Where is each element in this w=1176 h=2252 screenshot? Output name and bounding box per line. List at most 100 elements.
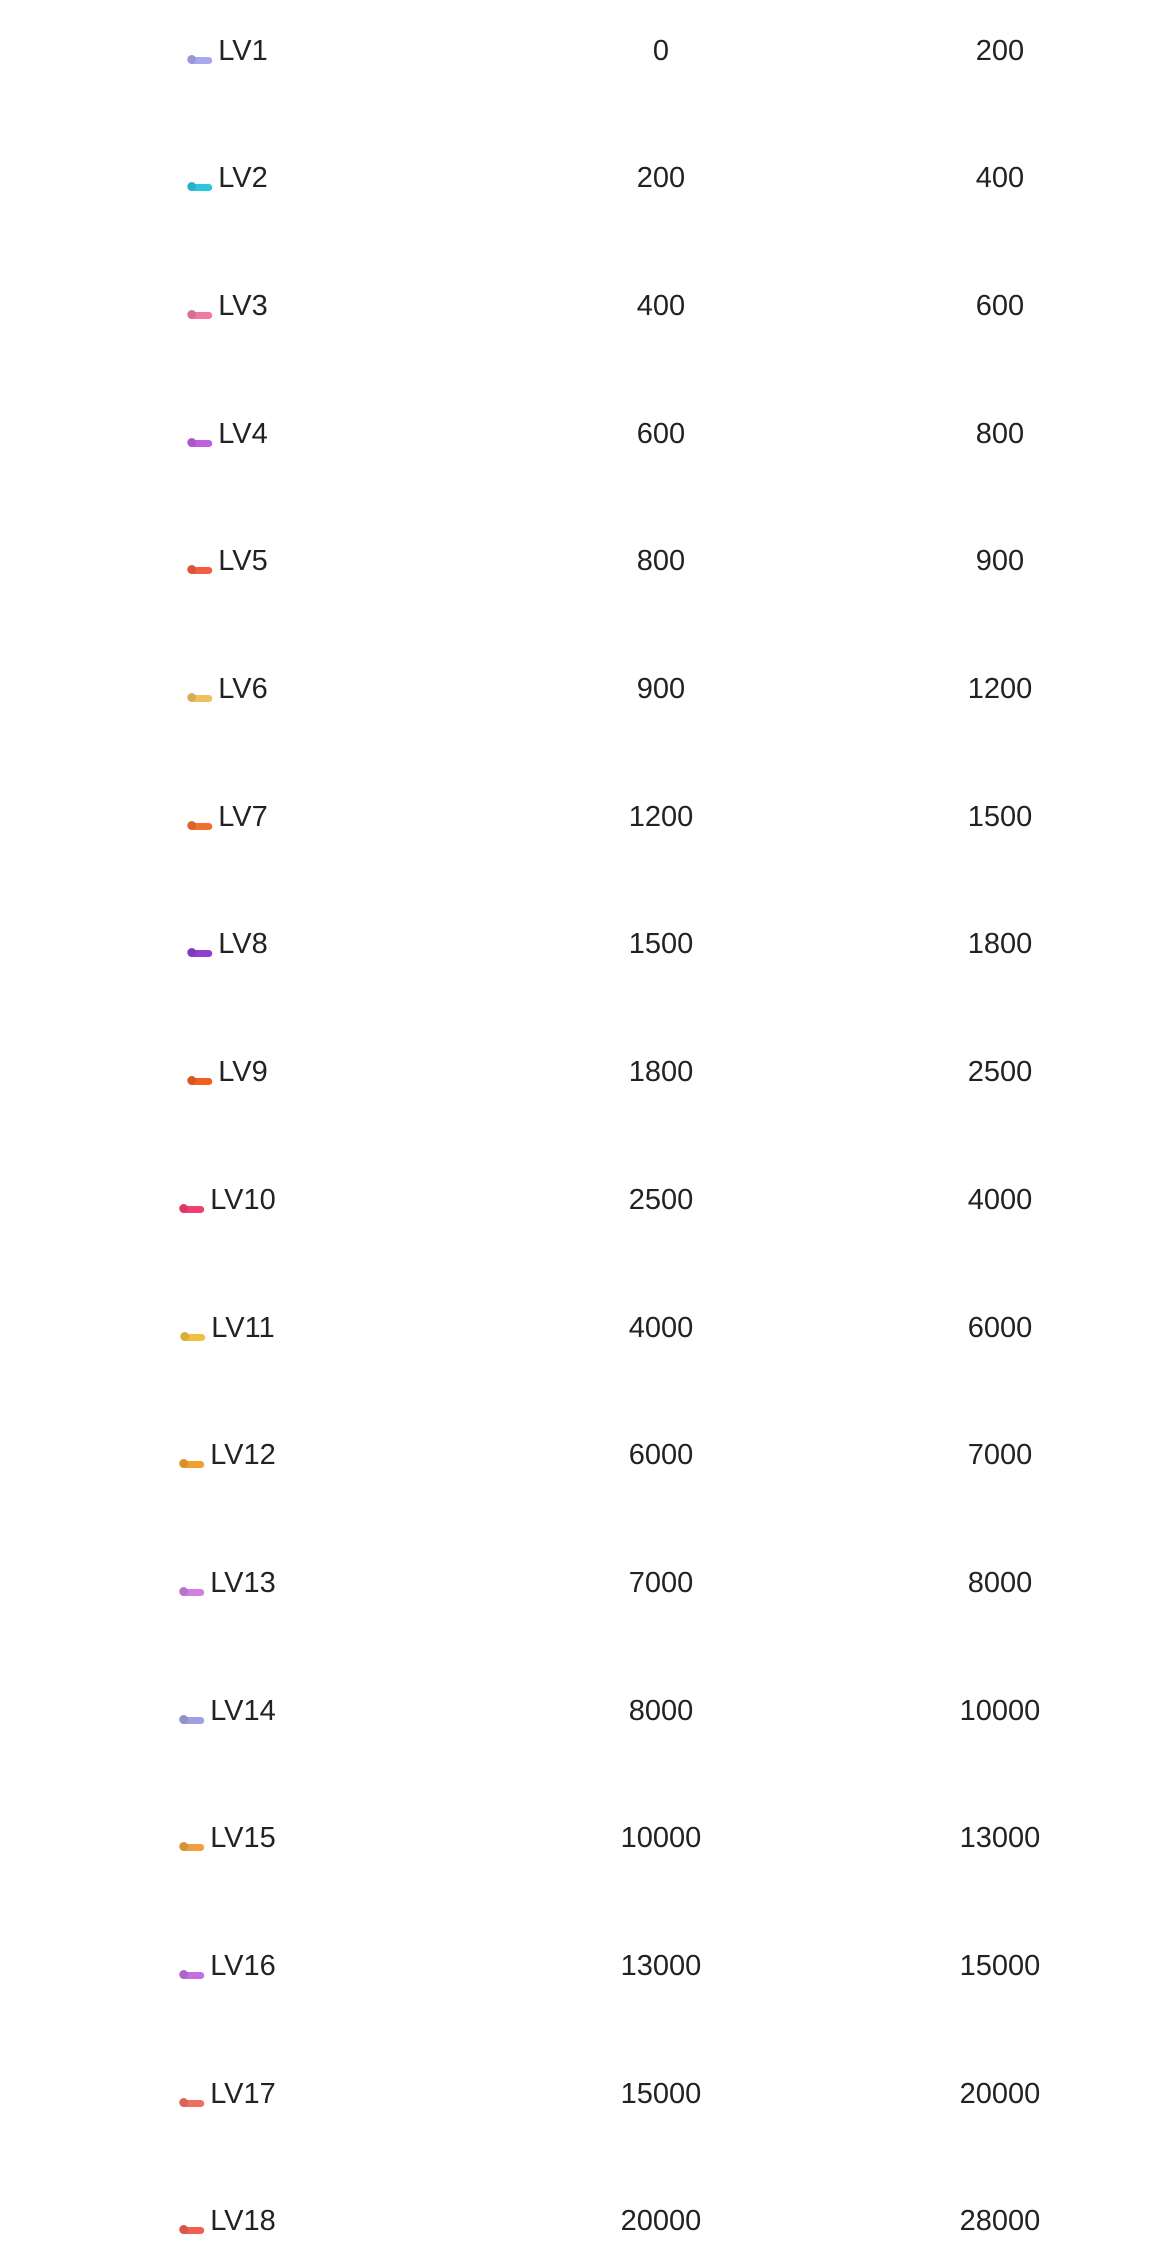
level-row: LV18 20000 28000 [0, 2192, 1176, 2252]
level-min-value: 800 [636, 545, 686, 578]
level-badge-icon [188, 311, 213, 319]
level-badge-icon [180, 2227, 205, 2235]
level-max-value: 20000 [959, 2077, 1041, 2110]
level-cell: LV16 [180, 1937, 276, 1997]
level-badge-icon [180, 1205, 205, 1213]
level-badge-icon [180, 1844, 205, 1852]
level-cell: LV9 [188, 1043, 268, 1103]
level-badge-icon [180, 1972, 205, 1979]
level-max-value: 28000 [959, 2205, 1041, 2238]
level-badge-icon [188, 950, 213, 958]
level-label: LV5 [218, 545, 268, 578]
level-max-value: 10000 [959, 1694, 1041, 1727]
level-row: LV4 600 800 [0, 404, 1176, 464]
level-label: LV11 [211, 1311, 275, 1344]
level-cell: LV4 [188, 404, 268, 464]
level-min-value: 8000 [628, 1694, 694, 1727]
level-label: LV3 [218, 289, 268, 322]
level-max-value: 15000 [959, 1950, 1041, 1982]
level-row: LV1 0 200 [0, 21, 1176, 81]
level-label: LV13 [210, 1566, 276, 1599]
level-min-value: 1200 [628, 800, 694, 833]
level-min-value: 900 [636, 673, 686, 705]
level-label: LV8 [218, 928, 268, 961]
level-label: LV12 [210, 1439, 276, 1472]
level-min-value: 4000 [628, 1311, 694, 1344]
level-cell: LV13 [180, 1553, 276, 1613]
level-badge-icon [181, 1333, 206, 1341]
level-label: LV2 [218, 162, 268, 195]
level-badge-icon [188, 695, 213, 702]
level-label: LV6 [218, 673, 268, 705]
level-row: LV13 7000 8000 [0, 1553, 1176, 1613]
level-min-value: 400 [636, 289, 686, 322]
level-max-value: 1200 [967, 673, 1033, 705]
level-max-value: 13000 [959, 1822, 1041, 1855]
level-badge-icon [188, 56, 213, 64]
level-min-value: 13000 [620, 1950, 702, 1982]
level-row: LV7 1200 1500 [0, 787, 1176, 847]
level-label: LV15 [210, 1822, 276, 1855]
level-row: LV12 6000 7000 [0, 1426, 1176, 1486]
level-min-value: 15000 [620, 2077, 702, 2110]
level-badge-icon [188, 567, 213, 575]
level-max-value: 1500 [967, 800, 1033, 833]
level-label: LV4 [218, 417, 268, 450]
level-min-value: 1800 [628, 1056, 694, 1089]
level-min-value: 0 [652, 34, 670, 67]
level-badge-icon [180, 1588, 205, 1596]
level-min-value: 600 [636, 417, 686, 450]
level-cell: LV14 [180, 1681, 276, 1741]
level-min-value: 6000 [628, 1439, 694, 1472]
level-row: LV2 200 400 [0, 149, 1176, 209]
level-max-value: 1800 [967, 928, 1033, 961]
level-badge-icon [180, 2099, 205, 2107]
level-max-value: 2500 [967, 1056, 1033, 1089]
level-row: LV8 1500 1800 [0, 915, 1176, 975]
level-row: LV17 15000 20000 [0, 2064, 1176, 2124]
level-badge-icon [188, 822, 213, 830]
level-label: LV10 [210, 1183, 276, 1216]
level-max-value: 4000 [967, 1183, 1033, 1216]
level-cell: LV17 [180, 2064, 276, 2124]
level-badge-icon [188, 1078, 213, 1086]
level-row: LV9 1800 2500 [0, 1043, 1176, 1103]
level-label: LV16 [210, 1950, 276, 1982]
level-max-value: 7000 [967, 1439, 1033, 1472]
level-label: LV9 [218, 1056, 268, 1089]
level-max-value: 400 [975, 162, 1025, 195]
level-max-value: 200 [975, 34, 1025, 67]
level-cell: LV1 [188, 21, 268, 81]
level-max-value: 8000 [967, 1566, 1033, 1599]
level-cell: LV18 [180, 2192, 276, 2252]
level-row: LV5 800 900 [0, 532, 1176, 592]
level-label: LV1 [218, 34, 268, 67]
level-row: LV11 4000 6000 [0, 1298, 1176, 1358]
level-label: LV18 [210, 2205, 276, 2238]
level-row: LV14 8000 10000 [0, 1681, 1176, 1741]
level-max-value: 900 [975, 545, 1025, 578]
level-min-value: 1500 [628, 928, 694, 961]
level-badge-icon [180, 1716, 205, 1724]
level-row: LV15 10000 13000 [0, 1809, 1176, 1869]
level-cell: LV12 [180, 1426, 276, 1486]
level-badge-icon [188, 184, 213, 192]
level-min-value: 7000 [628, 1566, 694, 1599]
level-max-value: 6000 [967, 1311, 1033, 1344]
level-min-value: 2500 [628, 1183, 694, 1216]
level-cell: LV6 [188, 660, 268, 720]
level-max-value: 800 [975, 417, 1025, 450]
level-row: LV6 900 1200 [0, 660, 1176, 720]
level-cell: LV15 [180, 1809, 276, 1869]
level-cell: LV10 [180, 1170, 276, 1230]
level-row: LV3 400 600 [0, 276, 1176, 336]
level-badge-icon [180, 1461, 205, 1469]
level-row: LV16 13000 15000 [0, 1937, 1176, 1997]
level-badge-icon [188, 439, 213, 447]
level-cell: LV11 [181, 1298, 275, 1358]
level-label: LV14 [210, 1694, 276, 1727]
level-cell: LV5 [188, 532, 268, 592]
level-label: LV17 [210, 2077, 276, 2110]
level-cell: LV2 [188, 149, 268, 209]
level-cell: LV7 [188, 787, 268, 847]
